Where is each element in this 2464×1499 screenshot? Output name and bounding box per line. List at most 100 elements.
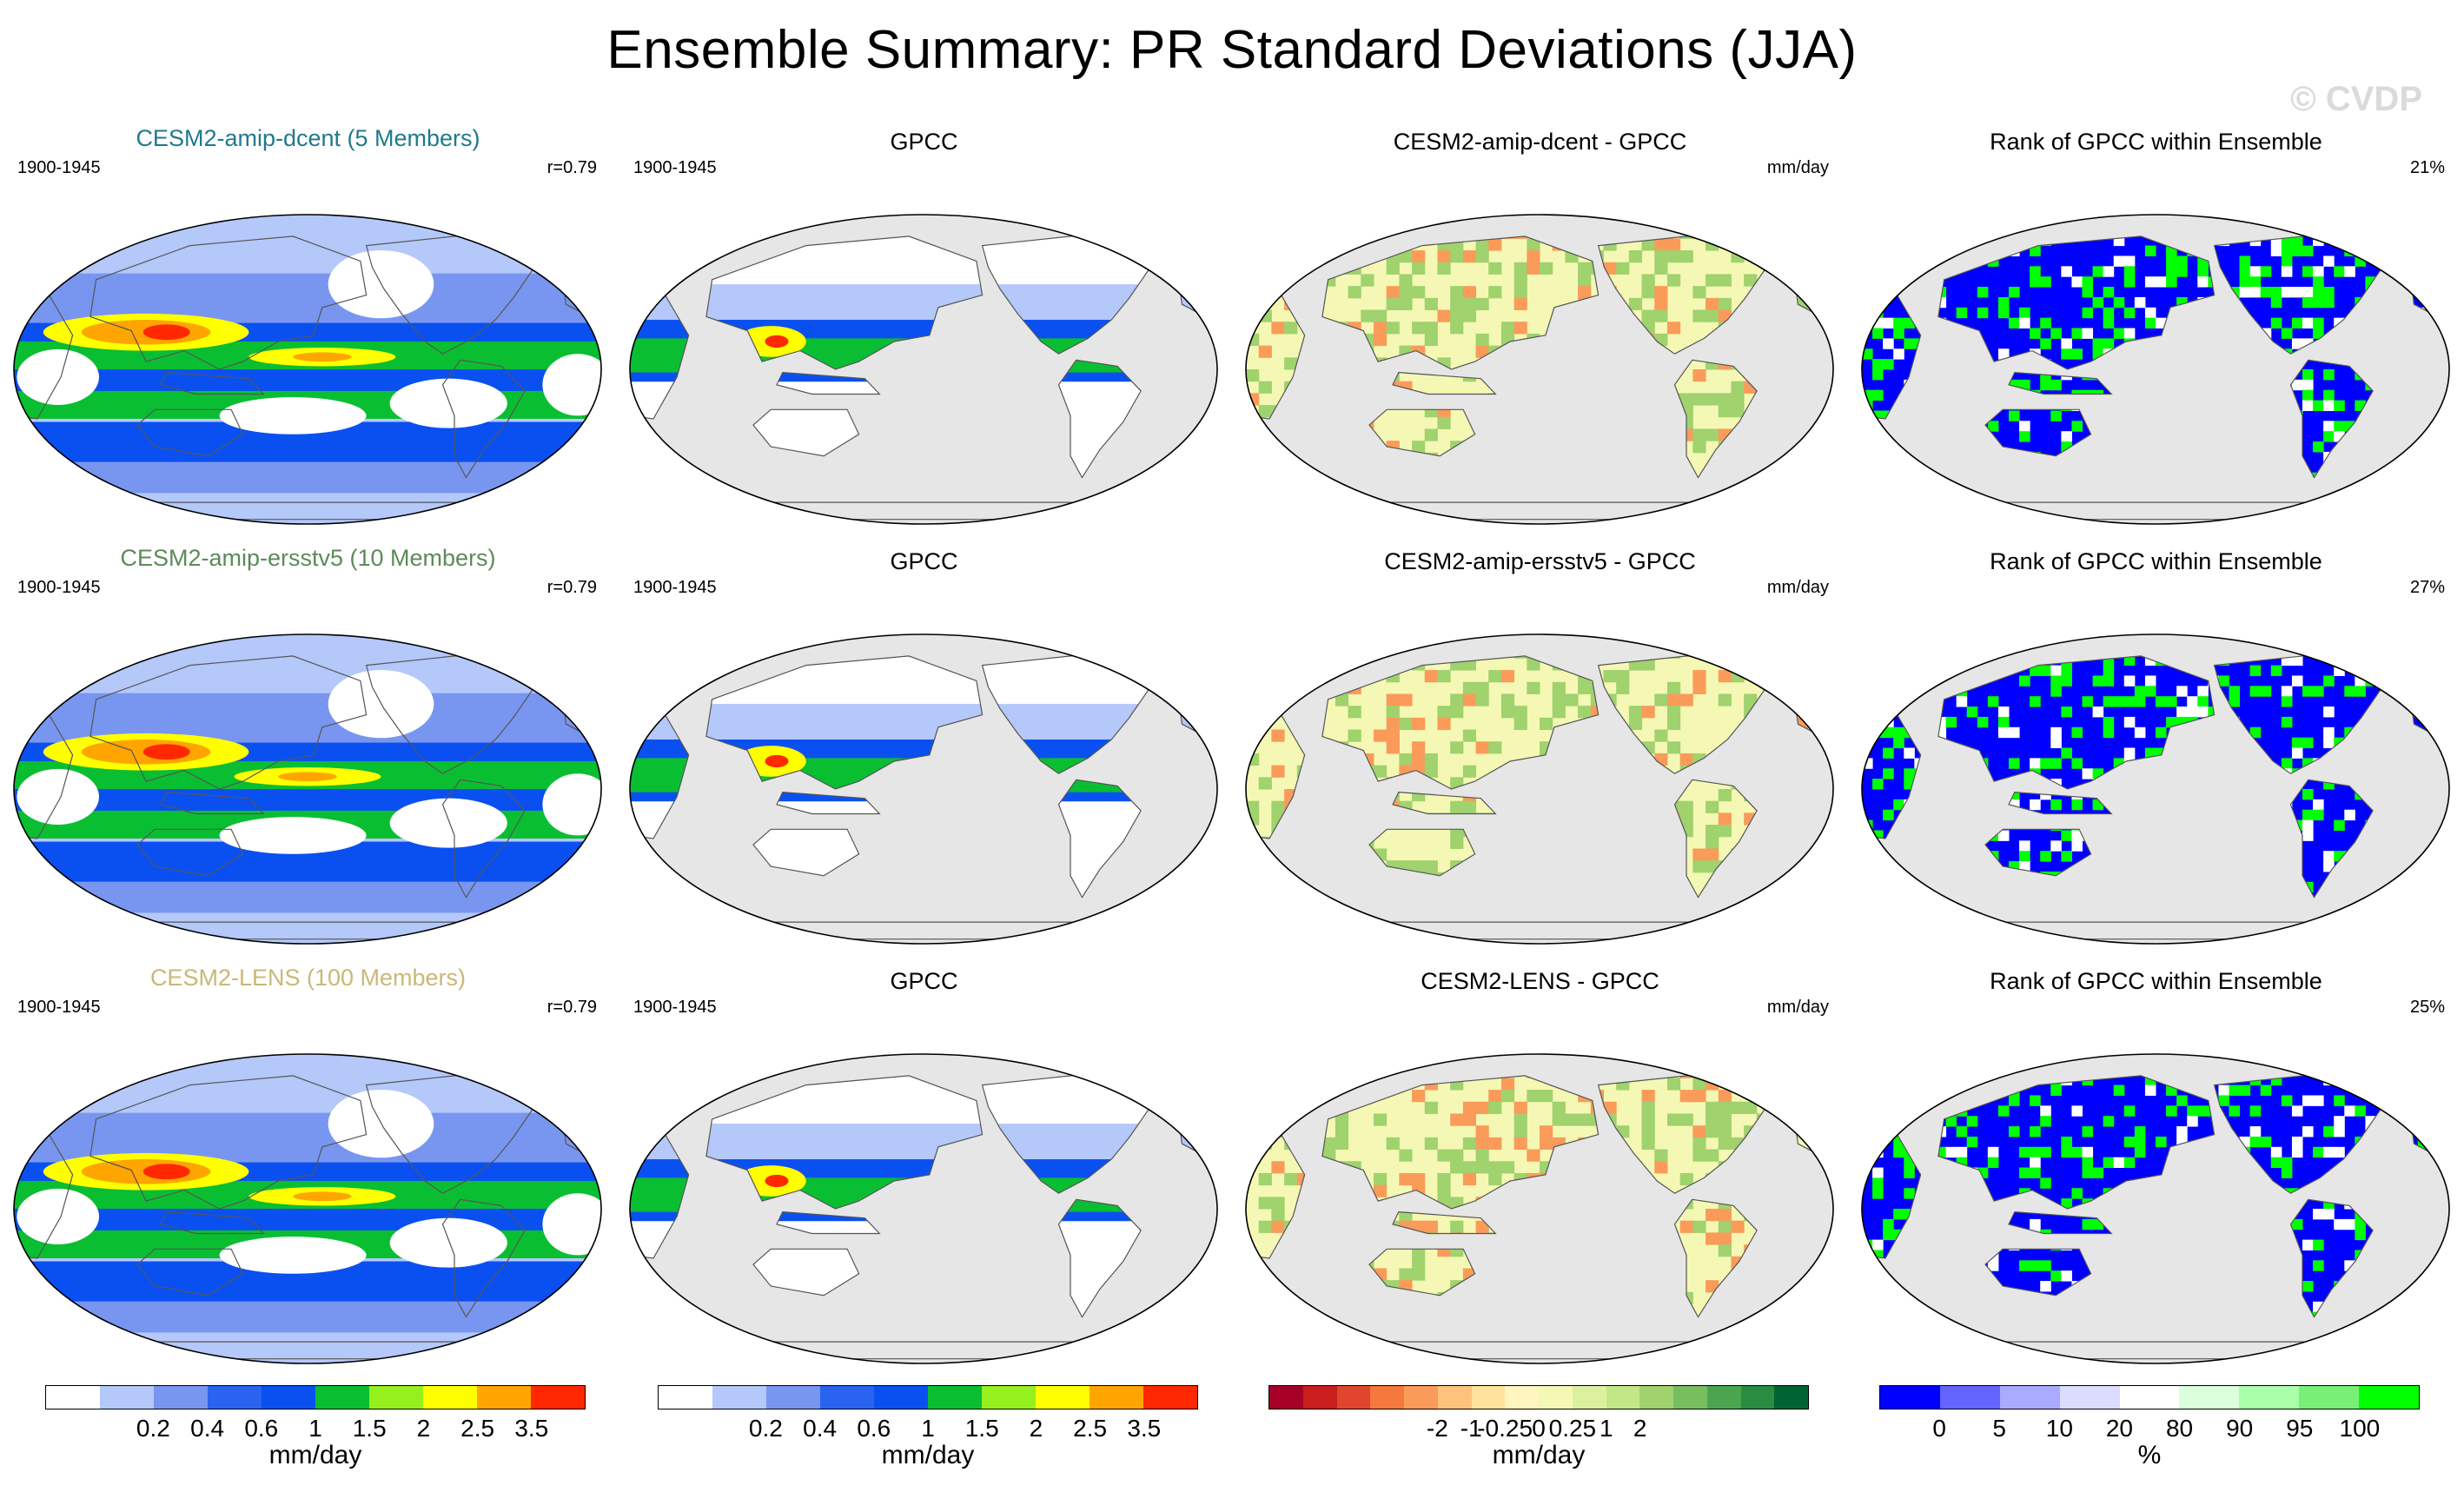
rank-cell (1872, 1290, 1884, 1303)
coastline-asia (1321, 655, 1600, 790)
diff-cell (1309, 250, 1323, 263)
rank-cell (2407, 1116, 2419, 1127)
rank-cell (2355, 933, 2366, 944)
diff-colorbar-tick-label: 0 (1532, 1415, 1546, 1442)
diff-cell (1386, 1137, 1400, 1151)
coastline-australia (1984, 828, 2092, 877)
diff-cell (1706, 1351, 1719, 1363)
rank-cell (2050, 1084, 2062, 1096)
rank-cell (2365, 503, 2376, 514)
diff-cell (1258, 1220, 1272, 1233)
rank-cell (2323, 675, 2335, 686)
rank-cell (1893, 483, 1904, 494)
panel-rank-row-2: Rank of GPCC within Ensemble 27% (1848, 541, 2464, 960)
map-gpcc (629, 214, 1218, 525)
coastline-indonesia (1392, 791, 1497, 815)
diff-cell (1744, 274, 1758, 287)
diff-cell (1246, 729, 1260, 742)
diff-cell (1500, 1161, 1515, 1174)
rank-cell (2417, 1064, 2429, 1076)
diff-cell (1641, 658, 1655, 671)
rank-cell (2365, 923, 2376, 933)
gpcc-colorbar-swatch (982, 1386, 1036, 1409)
rank-colorbar-tick-label: 100 (2339, 1415, 2381, 1442)
diff-cell (1794, 262, 1809, 275)
rank-cell (2040, 317, 2051, 329)
rank-cell (1904, 472, 1915, 478)
diff-cell (1603, 670, 1617, 683)
rank-cell (1988, 1353, 1999, 1363)
diff-cell (1437, 706, 1451, 719)
rank-cell (1997, 830, 2010, 841)
diff-cell (1475, 1137, 1489, 1151)
precip-band (14, 881, 601, 913)
coastline-australia (752, 408, 860, 457)
diff-cell (1654, 1149, 1668, 1162)
diff-cell (1424, 860, 1438, 873)
rank-cell (2281, 716, 2293, 728)
rank-cell (2166, 266, 2177, 277)
coastline-indonesia (2008, 1210, 2113, 1235)
rank-cell (2050, 665, 2062, 676)
diff-cell (1654, 1161, 1668, 1174)
rank-cell (2323, 1064, 2335, 1076)
diff-cell (1386, 262, 1400, 275)
rank-cell (2355, 1218, 2366, 1230)
diff-cell (1488, 238, 1502, 251)
diff-cell (1258, 226, 1272, 239)
diff-cell (1246, 1280, 1260, 1293)
diff-cell (1271, 646, 1285, 659)
diff-cell (1794, 884, 1809, 897)
diff-cell (1527, 681, 1540, 694)
rank-cell (2344, 493, 2355, 503)
rank-cell (2334, 1218, 2345, 1230)
diff-cell (1412, 512, 1425, 524)
rank-cell (2260, 287, 2272, 298)
diff-cell (1514, 262, 1527, 275)
diff-cell (1718, 1209, 1732, 1222)
panel-period: 1900-1945 (17, 998, 101, 1017)
diff-cell (1450, 836, 1464, 849)
rank-cell (1883, 1116, 1894, 1127)
rank-cell (1997, 348, 2010, 360)
rank-cell (2396, 266, 2408, 277)
diff-cell (1475, 1161, 1489, 1174)
gpcc-colorbar-tick-label: 2.5 (1073, 1415, 1108, 1442)
colorbar-gpcc-precip (658, 1385, 1198, 1409)
panel-model-row-2: CESM2-amip-ersstv5 (10 Members) 1900-1945… (0, 541, 616, 960)
rank-cell (2355, 503, 2366, 514)
rank-cell (1977, 1343, 1989, 1353)
rank-cell (1862, 871, 1873, 883)
colorbar-rank-units: % (2137, 1441, 2162, 1469)
diff-cell (1692, 226, 1706, 239)
rank-cell (2123, 266, 2136, 277)
rank-cell (2239, 255, 2251, 267)
diff-cell (1731, 640, 1745, 647)
diff-cell (1718, 1101, 1732, 1114)
rank-cell (1862, 348, 1873, 360)
rank-cell (1966, 235, 1978, 247)
diff-cell (1475, 741, 1489, 754)
diff-cell (1271, 729, 1285, 742)
rank-colorbar-swatch (1939, 1386, 2000, 1409)
diff-cell (1820, 226, 1833, 239)
diff-cell (1437, 1184, 1451, 1197)
map-frame (1245, 214, 1834, 525)
rank-cell (2417, 245, 2429, 256)
rank-cell (1862, 224, 1873, 236)
rank-cell (2144, 686, 2156, 697)
rank-cell (2428, 675, 2440, 686)
rank-cell (1893, 328, 1904, 339)
rank-cell (2344, 923, 2355, 933)
rank-cell (1872, 1270, 1884, 1282)
rank-cell (2134, 686, 2146, 697)
precip-dry-zone (542, 1193, 601, 1256)
rank-cell (1872, 706, 1884, 718)
coastline-australia (1368, 828, 1476, 877)
diff-cell (1692, 393, 1706, 406)
diff-cell (1731, 405, 1745, 418)
rank-cell (2365, 224, 2376, 236)
rank-cell (1883, 747, 1894, 759)
rank-cell (2187, 696, 2198, 707)
diff-colorbar-swatch (1740, 1386, 1775, 1409)
